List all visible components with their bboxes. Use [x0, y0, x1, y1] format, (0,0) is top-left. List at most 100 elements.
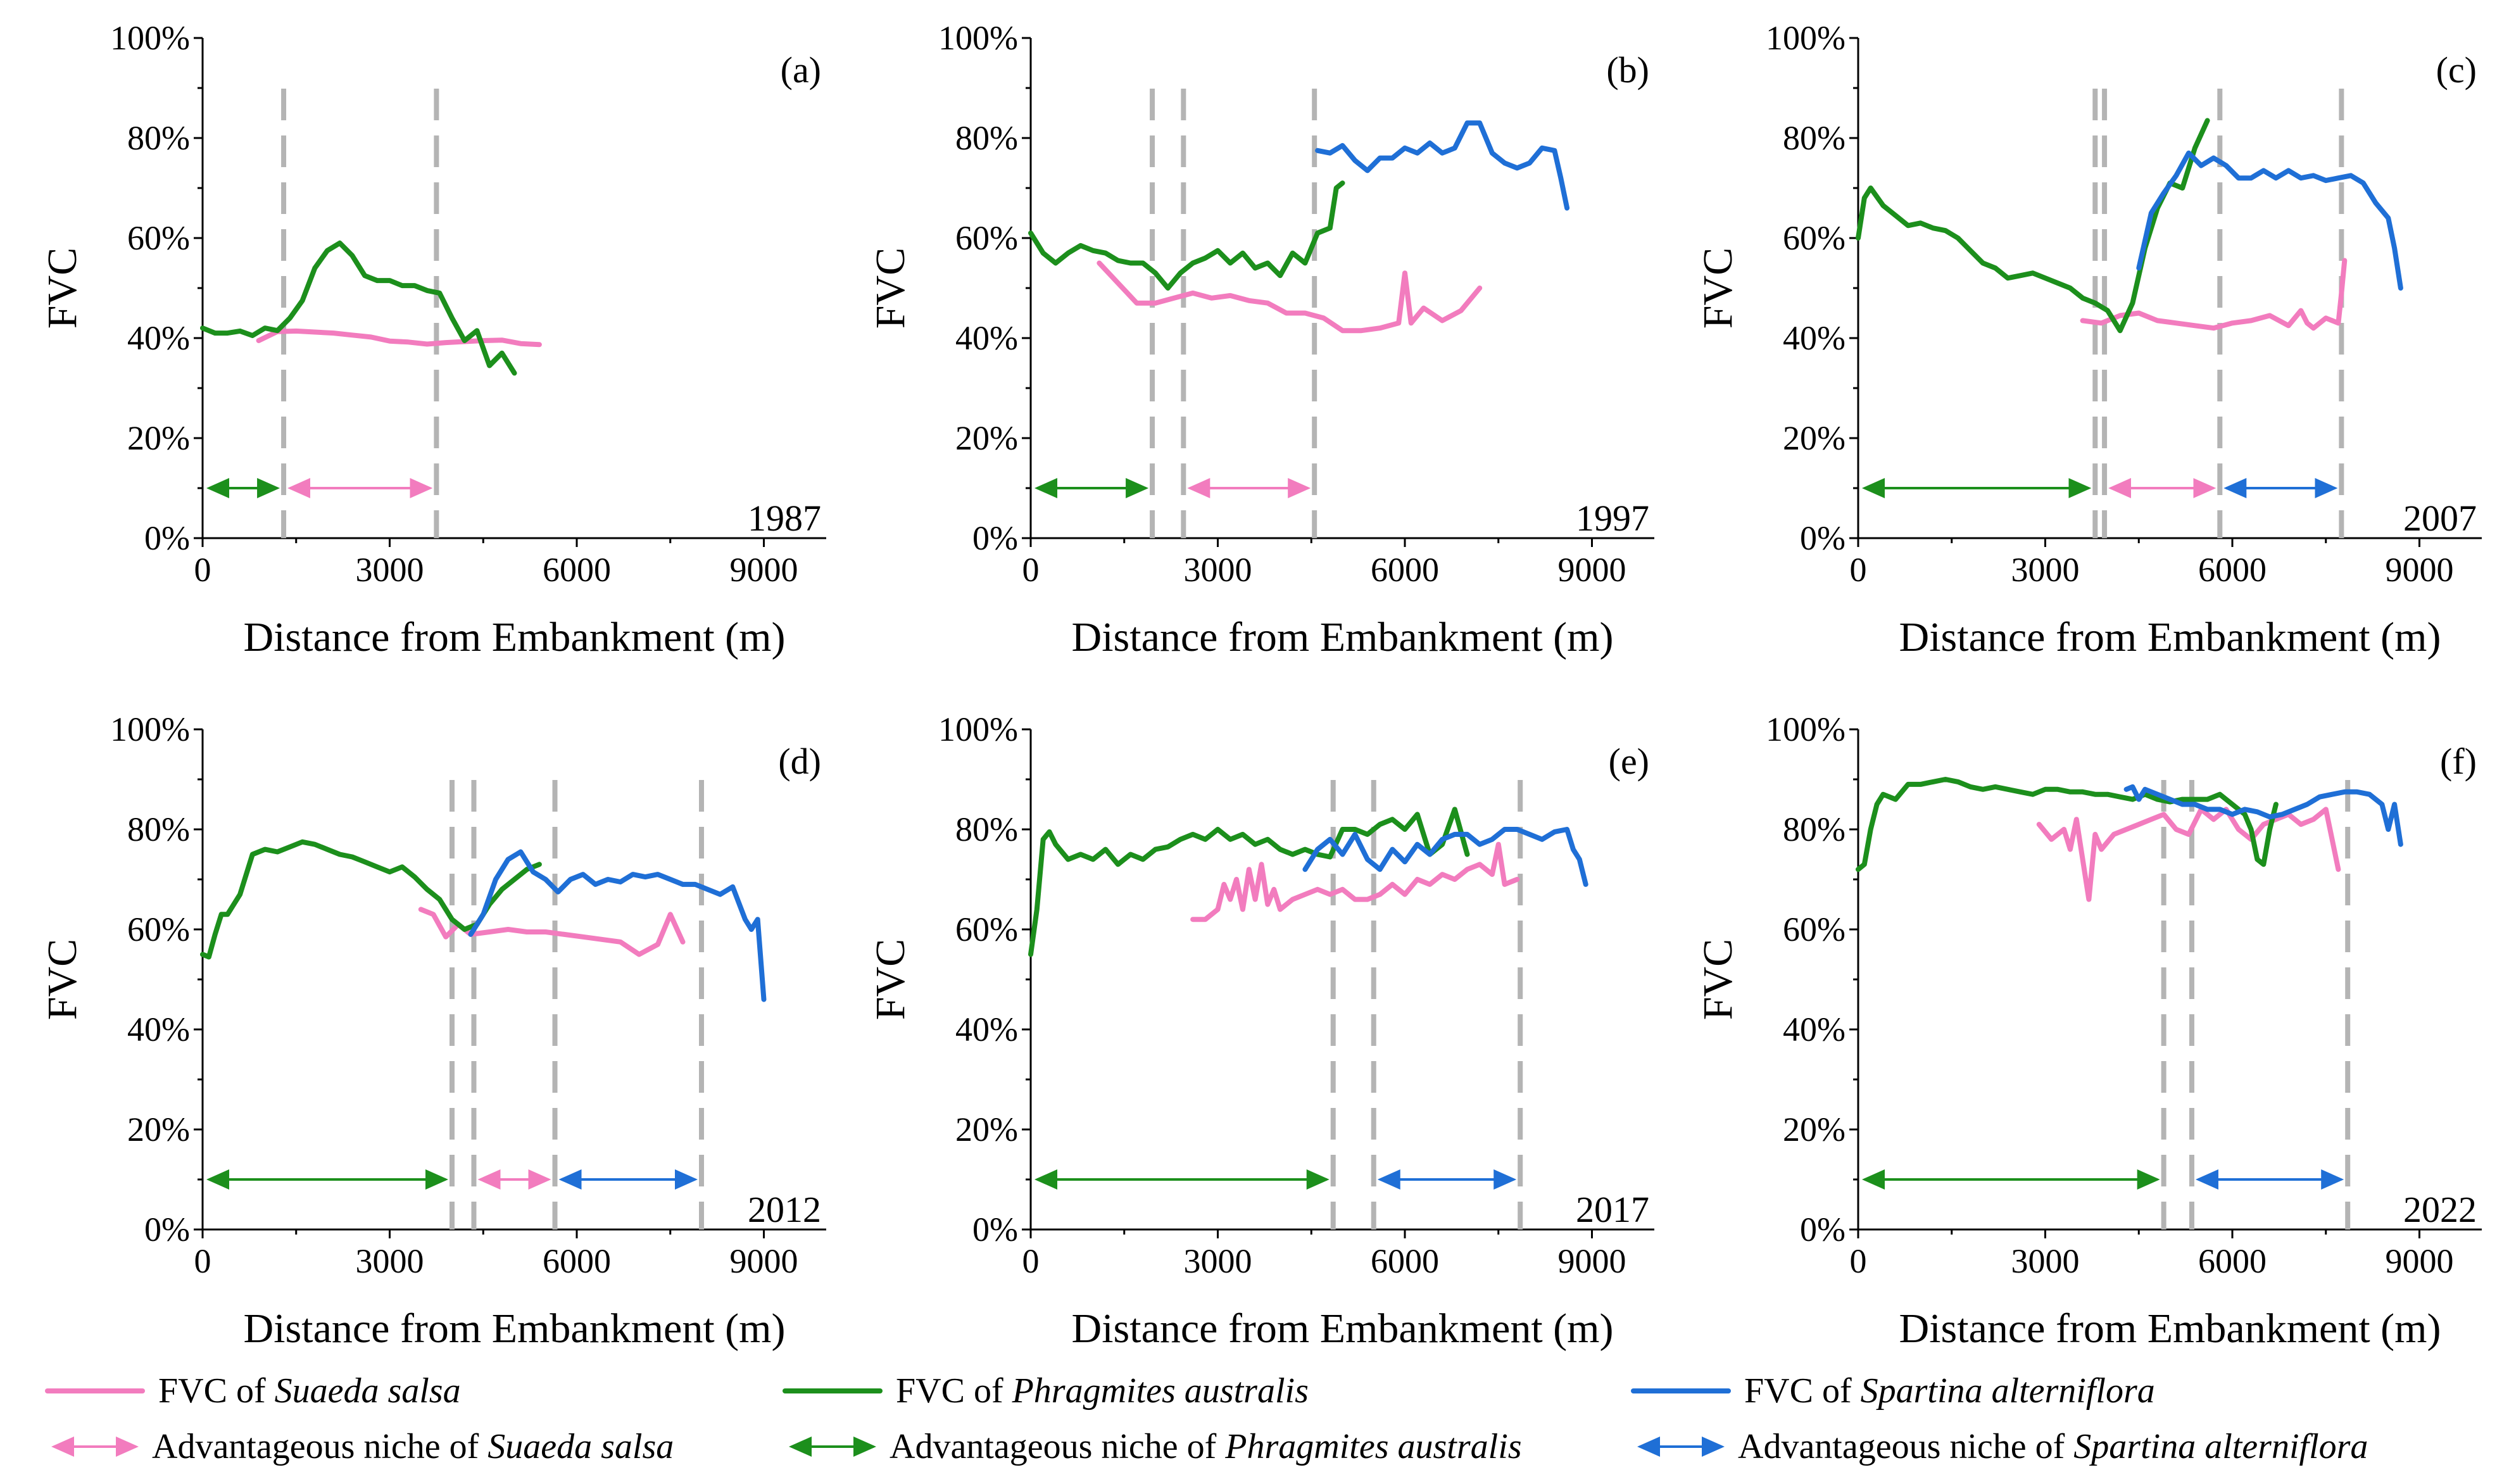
y-tick-label: 80%	[127, 810, 190, 848]
x-tick-label: 6000	[543, 551, 611, 589]
x-tick-label: 6000	[2198, 1242, 2267, 1280]
series-line-suaeda	[1097, 260, 1483, 334]
x-tick-label: 3000	[2011, 551, 2080, 589]
y-axis-title: FVC	[39, 939, 85, 1020]
legend-arrow-prefix: Advantageous niche of	[890, 1427, 1225, 1466]
legend-arrow-species: Phragmites australis	[1224, 1427, 1521, 1466]
panel-label: (d)	[778, 741, 821, 782]
legend-line-species: Spartina alterniflora	[1861, 1371, 2155, 1411]
y-axis-title: FVC	[867, 248, 914, 329]
y-tick-label: 40%	[1783, 1010, 1846, 1048]
y-tick-label: 0%	[1800, 1210, 1846, 1248]
legend-arrow-prefix: Advantageous niche of	[1738, 1427, 2073, 1466]
x-axis-title: Distance from Embankment (m)	[244, 614, 786, 660]
year-label: 1987	[748, 498, 821, 539]
y-tick-label: 80%	[1783, 810, 1846, 848]
x-tick-label: 3000	[2011, 1242, 2080, 1280]
y-tick-label: 20%	[1783, 419, 1846, 457]
year-label: 2012	[748, 1189, 821, 1230]
series-line-spartina	[1302, 827, 1588, 887]
legend-arrow-label-phragmites: Advantageous niche of Phragmites austral…	[890, 1427, 1522, 1466]
x-tick-label: 3000	[1184, 1242, 1252, 1280]
y-tick-label: 80%	[955, 119, 1018, 157]
legend-line-label-phragmites: FVC of Phragmites australis	[896, 1371, 1309, 1411]
legend-arrow-species: Spartina alterniflora	[2073, 1427, 2368, 1466]
y-tick-label: 60%	[127, 910, 190, 948]
y-tick-label: 20%	[127, 419, 190, 457]
series-line-spartina	[468, 849, 767, 1002]
x-tick-label: 3000	[356, 1242, 424, 1280]
x-tick-label: 0	[194, 551, 211, 589]
y-axis-title: FVC	[1695, 248, 1741, 329]
chart-panel-5: 0% 20% 40% 60% 80% 100% 0 3000 6000 9000 Distance …	[867, 710, 1654, 1352]
x-axis-title: Distance from Embankment (m)	[1899, 614, 2441, 660]
series-line-phragmites	[1028, 807, 1470, 957]
y-tick-label: 100%	[110, 19, 190, 57]
x-tick-label: 6000	[2198, 551, 2267, 589]
x-axis-title: Distance from Embankment (m)	[1899, 1305, 2441, 1352]
y-tick-label: 100%	[938, 19, 1018, 57]
y-tick-label: 100%	[110, 710, 190, 748]
x-tick-label: 0	[1022, 551, 1040, 589]
x-tick-label: 0	[1022, 1242, 1040, 1280]
legend-line-label-spartina: FVC of Spartina alterniflora	[1744, 1371, 2155, 1411]
x-tick-label: 9000	[730, 1242, 798, 1280]
y-axis-title: FVC	[39, 248, 85, 329]
series-line-suaeda	[418, 907, 686, 957]
y-tick-label: 100%	[938, 710, 1018, 748]
chart-panel-2: 0% 20% 40% 60% 80% 100% 0 3000 6000 9000 Distance …	[867, 19, 1654, 660]
legend-arrow-prefix: Advantageous niche of	[152, 1427, 487, 1466]
y-tick-label: 0%	[144, 1210, 190, 1248]
chart-panels: 0% 20% 40% 60% 80% 100% 0 3000 6000 9000 Distance …	[39, 19, 2482, 1352]
series-line-suaeda	[2036, 807, 2341, 902]
x-tick-label: 3000	[356, 551, 424, 589]
series-line-spartina	[2123, 784, 2403, 847]
series-line-spartina	[2136, 150, 2403, 291]
legend-line-prefix: FVC of	[896, 1371, 1012, 1411]
chart-panel-3: 0% 20% 40% 60% 80% 100% 0 3000 6000 9000 Distance …	[1695, 19, 2482, 660]
legend-line-species: Suaeda salsa	[275, 1371, 461, 1411]
series-line-suaeda	[256, 328, 542, 348]
legend: FVC of Suaeda salsa FVC of Phragmites aus…	[45, 1371, 2368, 1466]
y-tick-label: 40%	[955, 319, 1018, 357]
x-tick-label: 3000	[1184, 551, 1252, 589]
year-label: 2022	[2403, 1189, 2477, 1230]
chart-panel-1: 0% 20% 40% 60% 80% 100% 0 3000 6000 9000 Distance …	[39, 19, 826, 660]
y-tick-label: 100%	[1766, 19, 1846, 57]
x-tick-label: 0	[1850, 1242, 1867, 1280]
legend-line-species: Phragmites australis	[1012, 1371, 1309, 1411]
x-axis-title: Distance from Embankment (m)	[244, 1305, 786, 1352]
y-axis-title: FVC	[867, 939, 914, 1020]
y-tick-label: 60%	[955, 910, 1018, 948]
y-tick-label: 0%	[972, 1210, 1018, 1248]
x-tick-label: 9000	[2386, 551, 2454, 589]
year-label: 2007	[2403, 498, 2477, 539]
x-tick-label: 9000	[2386, 1242, 2454, 1280]
y-tick-label: 0%	[972, 519, 1018, 557]
legend-arrow-label-suaeda: Advantageous niche of Suaeda salsa	[152, 1427, 674, 1466]
legend-line-prefix: FVC of	[1744, 1371, 1861, 1411]
series-line-phragmites	[200, 240, 517, 376]
x-tick-label: 0	[194, 1242, 211, 1280]
y-tick-label: 20%	[955, 1110, 1018, 1148]
y-tick-label: 40%	[1783, 319, 1846, 357]
panel-label: (a)	[781, 49, 821, 91]
year-label: 2017	[1576, 1189, 1649, 1230]
panel-label: (e)	[1609, 741, 1649, 782]
x-tick-label: 9000	[1558, 1242, 1626, 1280]
x-tick-label: 0	[1850, 551, 1867, 589]
chart-panel-4: 0% 20% 40% 60% 80% 100% 0 3000 6000 9000 Distance …	[39, 710, 826, 1352]
y-tick-label: 20%	[1783, 1110, 1846, 1148]
y-tick-label: 60%	[955, 219, 1018, 257]
series-line-spartina	[1315, 120, 1570, 211]
series-line-suaeda	[1190, 841, 1520, 922]
x-tick-label: 9000	[730, 551, 798, 589]
y-tick-label: 40%	[955, 1010, 1018, 1048]
y-tick-label: 40%	[127, 319, 190, 357]
panel-label: (c)	[2436, 49, 2477, 91]
x-tick-label: 6000	[1371, 1242, 1439, 1280]
x-tick-label: 6000	[1371, 551, 1439, 589]
panel-label: (b)	[1606, 49, 1649, 91]
y-tick-label: 60%	[1783, 910, 1846, 948]
